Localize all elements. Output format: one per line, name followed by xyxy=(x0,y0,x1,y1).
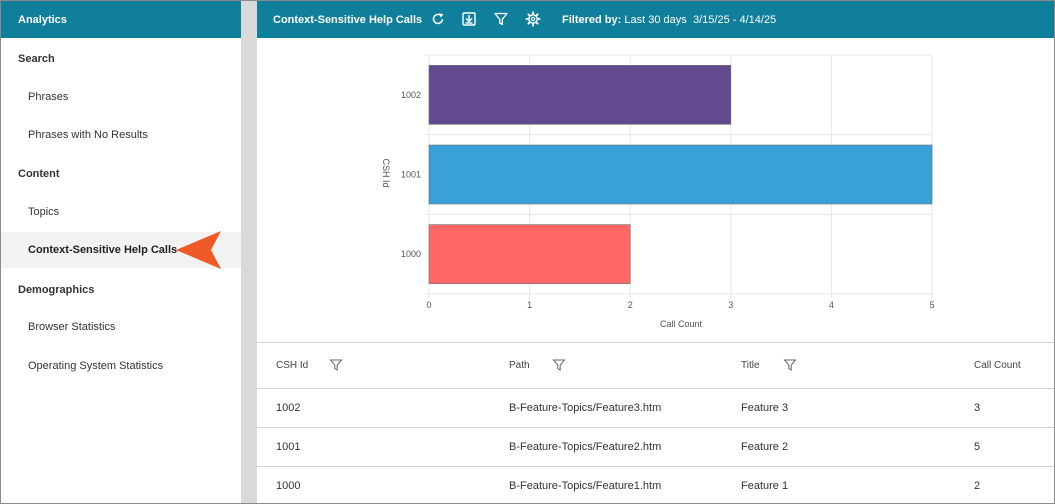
cell-path: B-Feature-Topics/Feature1.htm xyxy=(509,480,662,492)
cell-csh-id: 1000 xyxy=(276,480,301,492)
x-tick-label: 5 xyxy=(929,300,934,310)
x-tick-label: 2 xyxy=(628,300,633,310)
cell-title: Feature 3 xyxy=(741,402,789,414)
table-header-row: CSH Id Path Title Call Count xyxy=(257,343,1054,389)
sidebar-header: Analytics xyxy=(1,1,241,38)
column-filter-icon[interactable] xyxy=(783,358,797,372)
sidebar-item-topics[interactable]: Topics xyxy=(1,194,241,230)
column-header-call-count[interactable]: Call Count xyxy=(974,360,1021,371)
cell-path: B-Feature-Topics/Feature3.htm xyxy=(509,402,662,414)
cell-path: B-Feature-Topics/Feature2.htm xyxy=(509,441,662,453)
table-row[interactable]: 1001 B-Feature-Topics/Feature2.htm Featu… xyxy=(257,428,1054,467)
table-row[interactable]: 1002 B-Feature-Topics/Feature3.htm Featu… xyxy=(257,389,1054,428)
panel-splitter[interactable] xyxy=(241,1,257,503)
cell-title: Feature 1 xyxy=(741,480,789,492)
sidebar-item-browser-statistics[interactable]: Browser Statistics xyxy=(1,309,241,345)
sidebar-item-label: Phrases xyxy=(28,91,69,103)
cell-title: Feature 2 xyxy=(741,441,789,453)
x-tick-label: 4 xyxy=(829,300,834,310)
chart-panel: 1002 1001 1000 0 1 2 3 4 5 Call Count CSH Id xyxy=(257,38,1054,342)
cell-call-count: 2 xyxy=(974,480,981,492)
filter-label: Filtered by: xyxy=(562,14,622,26)
sidebar-item-phrases[interactable]: Phrases xyxy=(1,79,241,115)
sidebar-item-label: Context-Sensitive Help Calls xyxy=(28,244,178,256)
filter-summary: Filtered by: Last 30 days xyxy=(562,14,687,26)
sidebar-item-os-statistics[interactable]: Operating System Statistics xyxy=(1,348,241,384)
y-axis-label: CSH Id xyxy=(381,158,391,187)
y-tick-labels: 1002 1001 1000 xyxy=(401,90,421,259)
callout-arrow-icon xyxy=(176,231,221,269)
download-icon[interactable] xyxy=(461,11,477,27)
sidebar-item-label: Operating System Statistics xyxy=(28,360,164,372)
bar-chart: 1002 1001 1000 0 1 2 3 4 5 Call Count CSH Id xyxy=(381,54,935,329)
cell-call-count: 3 xyxy=(974,402,981,414)
y-tick-label: 1001 xyxy=(401,170,421,180)
sidebar-section-label: Search xyxy=(18,53,55,65)
x-tick-labels: 0 1 2 3 4 5 xyxy=(426,300,934,310)
column-header-csh-id[interactable]: CSH Id xyxy=(276,360,309,371)
sidebar-item-label: Browser Statistics xyxy=(28,321,116,333)
x-tick-label: 1 xyxy=(527,300,532,310)
sidebar-section-content: Content xyxy=(1,156,241,192)
report-toolbar: Context-Sensitive Help Calls Filtered by… xyxy=(257,1,1054,38)
sidebar-item-label: Phrases with No Results xyxy=(28,129,148,141)
y-tick-label: 1002 xyxy=(401,90,421,100)
cell-csh-id: 1002 xyxy=(276,402,301,414)
x-tick-label: 3 xyxy=(728,300,733,310)
x-tick-label: 0 xyxy=(426,300,431,310)
bar-1002[interactable] xyxy=(428,65,732,125)
column-filter-icon[interactable] xyxy=(329,358,343,372)
sidebar-section-label: Content xyxy=(18,168,60,180)
sidebar-item-phrases-no-results[interactable]: Phrases with No Results xyxy=(1,117,241,153)
x-axis-label: Call Count xyxy=(660,319,703,329)
y-tick-label: 1000 xyxy=(401,249,421,259)
filter-value: Last 30 days xyxy=(624,14,687,26)
sidebar-section-search: Search xyxy=(1,41,241,77)
column-filter-icon[interactable] xyxy=(552,358,566,372)
sidebar-nav: Search Phrases Phrases with No Results C… xyxy=(1,38,241,503)
column-header-path[interactable]: Path xyxy=(509,360,530,371)
filter-icon[interactable] xyxy=(493,11,509,27)
sidebar-header-title: Analytics xyxy=(18,14,67,26)
chart-bars xyxy=(428,65,933,284)
cell-call-count: 5 xyxy=(974,441,981,453)
sidebar-section-label: Demographics xyxy=(18,284,95,296)
data-table: CSH Id Path Title Call Count 1002 B-Feat… xyxy=(257,342,1054,503)
cell-csh-id: 1001 xyxy=(276,441,301,453)
table-row[interactable]: 1000 B-Feature-Topics/Feature1.htm Featu… xyxy=(257,467,1054,503)
settings-icon[interactable] xyxy=(525,11,541,27)
sidebar-section-demographics: Demographics xyxy=(1,272,241,308)
report-title: Context-Sensitive Help Calls xyxy=(273,14,423,26)
refresh-icon[interactable] xyxy=(430,11,446,27)
sidebar-item-label: Topics xyxy=(28,206,60,218)
bar-1000[interactable] xyxy=(428,224,631,284)
date-range: 3/15/25 - 4/14/25 xyxy=(693,14,777,26)
column-header-title[interactable]: Title xyxy=(741,360,760,371)
bar-1001[interactable] xyxy=(428,144,933,205)
